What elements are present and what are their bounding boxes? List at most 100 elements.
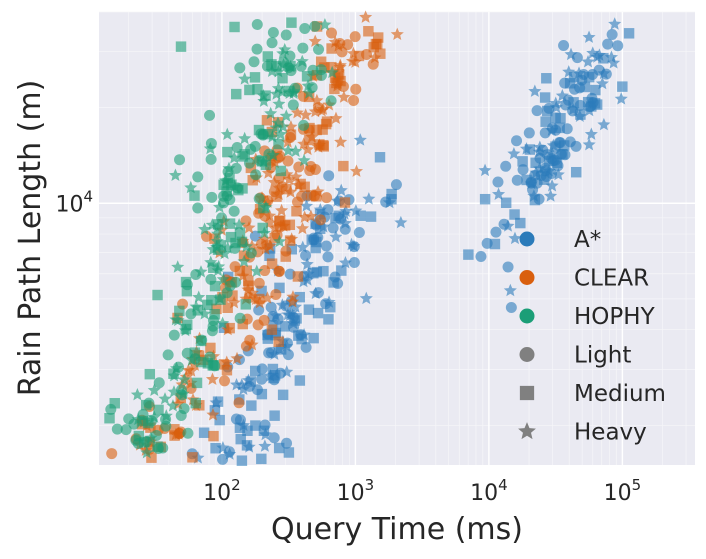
point-a-circle: [558, 39, 570, 51]
point-hophy-star: [167, 368, 181, 382]
point-a-circle: [523, 127, 535, 139]
point-a-circle: [282, 349, 294, 361]
point-clear-star: [220, 355, 234, 368]
point-a-square: [509, 209, 520, 220]
point-hophy-square: [231, 88, 242, 100]
point-hophy-square: [182, 319, 193, 331]
point-hophy-square: [257, 222, 268, 234]
point-a-star: [582, 137, 596, 151]
point-clear-square: [326, 43, 337, 54]
point-a-square: [250, 420, 261, 431]
point-a-square: [323, 314, 334, 325]
point-clear-square: [363, 26, 374, 37]
point-a-square: [463, 249, 474, 260]
point-clear-circle: [259, 265, 271, 277]
point-a-square: [209, 405, 221, 416]
point-clear-star: [286, 295, 300, 308]
legend-label: Light: [574, 343, 631, 369]
point-a-square: [517, 156, 528, 167]
point-a-star: [582, 30, 596, 43]
point-hophy-square: [174, 305, 185, 317]
point-hophy-star: [266, 148, 280, 161]
point-a-circle: [490, 226, 502, 238]
point-clear-star: [359, 10, 373, 23]
point-clear-square: [314, 139, 325, 150]
point-hophy-star: [216, 316, 230, 329]
point-a-circle: [511, 174, 523, 186]
point-hophy-square: [226, 179, 237, 190]
point-hophy-square: [301, 71, 313, 82]
point-hophy-circle: [120, 424, 132, 436]
point-a-square: [269, 410, 280, 421]
point-a-square: [543, 155, 555, 167]
point-a-square: [617, 81, 628, 92]
legend-item: Light: [519, 343, 631, 369]
legend-item: HOPHY: [519, 304, 656, 330]
point-hophy-star: [325, 65, 339, 79]
point-hophy-star: [250, 264, 264, 277]
point-a-square: [270, 329, 281, 341]
point-a-square: [365, 211, 377, 222]
point-hophy-square: [271, 61, 282, 72]
point-a-star: [528, 84, 542, 97]
point-a-circle: [320, 240, 332, 252]
point-a-square: [310, 242, 321, 254]
point-a-circle: [327, 222, 339, 234]
point-clear-star: [263, 239, 277, 252]
legend-item: Heavy: [518, 420, 647, 446]
point-a-circle: [571, 52, 583, 64]
point-clear-square: [375, 48, 386, 59]
point-clear-circle: [321, 192, 333, 204]
x-tick-base: 10: [470, 481, 498, 506]
point-clear-square: [339, 197, 351, 208]
point-clear-star: [236, 269, 250, 282]
point-hophy-circle: [243, 157, 255, 169]
point-a-star: [338, 216, 352, 229]
point-hophy-square: [137, 415, 148, 427]
point-a-star: [313, 203, 327, 216]
point-hophy-circle: [251, 43, 263, 55]
point-clear-star: [349, 164, 364, 177]
point-hophy-circle: [267, 26, 279, 38]
point-hophy-square: [189, 347, 200, 358]
point-clear-square: [333, 69, 345, 80]
point-clear-square: [266, 324, 278, 335]
point-clear-star: [263, 209, 277, 222]
point-a-square: [312, 307, 324, 319]
point-hophy-square: [239, 149, 250, 160]
legend: A* CLEAR HOPHY Light Medium Heavy: [518, 227, 666, 446]
x-tick-label: 105: [604, 476, 642, 506]
point-clear-square: [261, 115, 273, 126]
point-a-square: [246, 400, 257, 411]
point-clear-square: [273, 215, 285, 227]
point-a-star: [258, 439, 272, 452]
point-hophy-square: [252, 83, 263, 95]
point-hophy-circle: [325, 95, 337, 107]
point-a-circle: [256, 373, 268, 385]
point-a-square: [515, 217, 526, 229]
point-hophy-circle: [189, 353, 201, 365]
legend-item: Medium: [519, 381, 666, 407]
point-hophy-square: [221, 186, 232, 197]
point-a-circle: [481, 237, 493, 249]
point-clear-square: [353, 50, 365, 62]
legend-label: HOPHY: [574, 304, 656, 330]
point-clear-star: [241, 282, 255, 296]
point-hophy-square: [208, 262, 219, 273]
point-clear-circle: [336, 46, 348, 58]
point-hophy-star: [171, 313, 185, 327]
x-tick-base: 10: [203, 481, 231, 506]
point-hophy-star: [147, 410, 161, 423]
point-hophy-star: [302, 86, 316, 99]
point-hophy-square: [215, 294, 226, 305]
point-hophy-circle: [162, 349, 174, 361]
legend-marker-square: [519, 385, 535, 401]
point-clear-star: [308, 34, 322, 47]
point-hophy-circle: [250, 169, 262, 181]
point-a-square: [550, 141, 561, 152]
point-a-circle: [578, 69, 590, 81]
point-hophy-square: [222, 146, 233, 158]
point-a-square: [277, 389, 289, 401]
point-hophy-circle: [153, 377, 165, 389]
point-clear-circle: [255, 238, 267, 250]
